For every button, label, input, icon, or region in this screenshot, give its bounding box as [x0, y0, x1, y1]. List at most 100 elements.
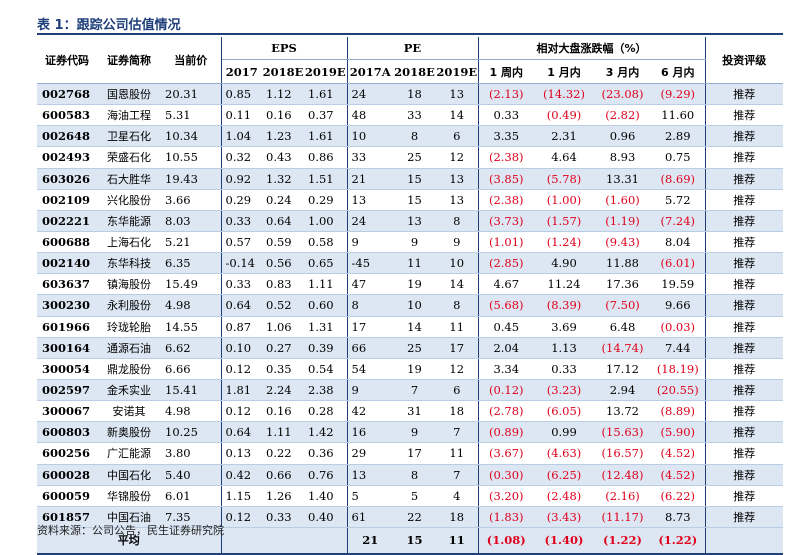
cell-performance: (7.24) — [651, 210, 706, 232]
cell-performance: 8.93 — [594, 146, 651, 169]
cell-eps: 1.42 — [304, 421, 348, 444]
cell-performance: 13.31 — [594, 168, 651, 190]
cell-performance: (0.12) — [478, 379, 534, 402]
header-code: 证券代码 — [37, 37, 97, 84]
cell-performance: 11.60 — [651, 104, 706, 127]
cell-price: 4.98 — [161, 294, 222, 317]
cell-performance: 4.67 — [478, 273, 534, 296]
cell-performance: 17.36 — [594, 273, 651, 296]
cell-eps: 0.12 — [221, 400, 262, 423]
cell-pe: 19 — [393, 358, 436, 380]
cell-price: 3.80 — [161, 442, 222, 465]
cell-pe: 14 — [436, 104, 479, 127]
cell-pe: 13 — [436, 83, 479, 106]
table-row: 601857 中国石油 7.35 0.12 0.33 0.40 61 22 18 (1.83) (3… — [37, 506, 784, 528]
cell-name: 新奥股份 — [97, 421, 161, 444]
table-row: 600803 新奥股份 10.25 0.64 1.11 1.42 16 9 7 (0.89) 0.9… — [37, 421, 784, 444]
cell-eps: 0.12 — [221, 506, 262, 528]
cell-name: 荣盛石化 — [97, 146, 161, 169]
cell-rating: 推荐 — [705, 358, 784, 380]
cell-pe: 8 — [436, 210, 479, 232]
cell-pe: 17 — [347, 316, 393, 338]
cell-eps: 0.92 — [221, 168, 262, 190]
cell-code: 600803 — [37, 421, 97, 444]
header-price: 当前价 — [161, 37, 222, 84]
cell-pe: 10 — [436, 252, 479, 275]
table-row: 002768 国恩股份 20.31 0.85 1.12 1.61 24 18 13 (2.13)(… — [37, 83, 784, 106]
cell-eps: 0.13 — [221, 442, 262, 465]
header-period: 6 月内 — [651, 59, 706, 84]
cell-price: 20.31 — [161, 83, 222, 106]
cell-performance: (0.03) — [651, 316, 706, 338]
cell-rating: 推荐 — [705, 210, 784, 232]
cell-eps: 0.59 — [262, 231, 304, 254]
cell-pe: 8 — [436, 294, 479, 317]
cell-performance: (3.23) — [534, 379, 594, 402]
header-performance: 相对大盘涨跌幅（%） — [478, 37, 706, 60]
cell-performance: (1.83) — [478, 506, 534, 528]
cell-performance: (16.57) — [594, 442, 651, 465]
cell-performance: (5.90) — [651, 421, 706, 444]
cell-code: 002493 — [37, 146, 97, 169]
cell-eps: 0.33 — [221, 273, 262, 296]
cell-eps: 0.52 — [262, 294, 304, 317]
cell-performance: (23.08) — [594, 83, 651, 106]
cell-pe: 10 — [347, 125, 393, 148]
cell-eps: 1.04 — [221, 125, 262, 148]
cropped-top-text — [0, 0, 800, 6]
cell-eps: 1.31 — [304, 316, 348, 338]
header-pe: PE — [347, 37, 479, 60]
cell-eps: 0.35 — [262, 358, 304, 380]
cell-pe: 6 — [436, 379, 479, 402]
cell-performance: 0.96 — [594, 125, 651, 148]
cell-name: 安诺其 — [97, 400, 161, 423]
table-row: 300067 安诺其 4.98 0.12 0.16 0.28 42 31 18 (2.78) (6.… — [37, 400, 784, 423]
cell-rating: 推荐 — [705, 168, 784, 190]
cell-price: 3.66 — [161, 189, 222, 211]
cell-pe: 42 — [347, 400, 393, 423]
cell-performance: 13.72 — [594, 400, 651, 423]
cell-pe: 18 — [436, 400, 479, 423]
cell-rating: 推荐 — [705, 442, 784, 465]
cell-performance: 2.89 — [651, 125, 706, 148]
cell-performance: 7.44 — [651, 337, 706, 359]
cell-name: 国恩股份 — [97, 83, 161, 106]
cell-pe: 9 — [393, 421, 436, 444]
cell-eps: 1.40 — [304, 485, 348, 507]
cell-performance: 8.04 — [651, 231, 706, 254]
header-period: 1 周内 — [478, 59, 534, 84]
header-period: 1 月内 — [534, 59, 594, 84]
cell-performance: (4.63) — [534, 442, 594, 465]
cell-eps: 1.61 — [304, 125, 348, 148]
cell-price: 6.01 — [161, 485, 222, 507]
cell-eps: 0.56 — [262, 252, 304, 275]
cell-performance: (9.29) — [651, 83, 706, 106]
average-eps-blank — [221, 526, 348, 555]
cell-performance: (3.85) — [478, 168, 534, 190]
cell-price: 4.98 — [161, 400, 222, 423]
cell-eps: 1.15 — [221, 485, 262, 507]
cell-price: 10.55 — [161, 146, 222, 169]
cell-performance: 2.04 — [478, 337, 534, 359]
cell-rating: 推荐 — [705, 104, 784, 127]
cell-eps: 0.42 — [221, 464, 262, 486]
cell-eps: 0.54 — [304, 358, 348, 380]
cell-pe: 11 — [436, 316, 479, 338]
cell-eps: 1.51 — [304, 168, 348, 190]
cell-performance: 5.72 — [651, 189, 706, 211]
cell-pe: 17 — [436, 337, 479, 359]
cell-eps: 2.24 — [262, 379, 304, 402]
table-row: 002140 东华科技 6.35 -0.14 0.56 0.65 -45 11 10 (2.85)… — [37, 252, 784, 275]
cell-price: 6.62 — [161, 337, 222, 359]
cell-eps: 0.43 — [262, 146, 304, 169]
cell-rating: 推荐 — [705, 273, 784, 296]
cell-name: 华锦股份 — [97, 485, 161, 507]
average-rating-blank — [705, 526, 784, 555]
cell-performance: (1.00) — [534, 189, 594, 211]
table-row: 300054 鼎龙股份 6.66 0.12 0.35 0.54 54 19 12 3.34 0.33… — [37, 358, 784, 380]
cell-pe: 31 — [393, 400, 436, 423]
cell-eps: 0.60 — [304, 294, 348, 317]
caption-rule — [37, 33, 783, 35]
cell-eps: 0.29 — [304, 189, 348, 211]
cell-pe: 15 — [393, 189, 436, 211]
